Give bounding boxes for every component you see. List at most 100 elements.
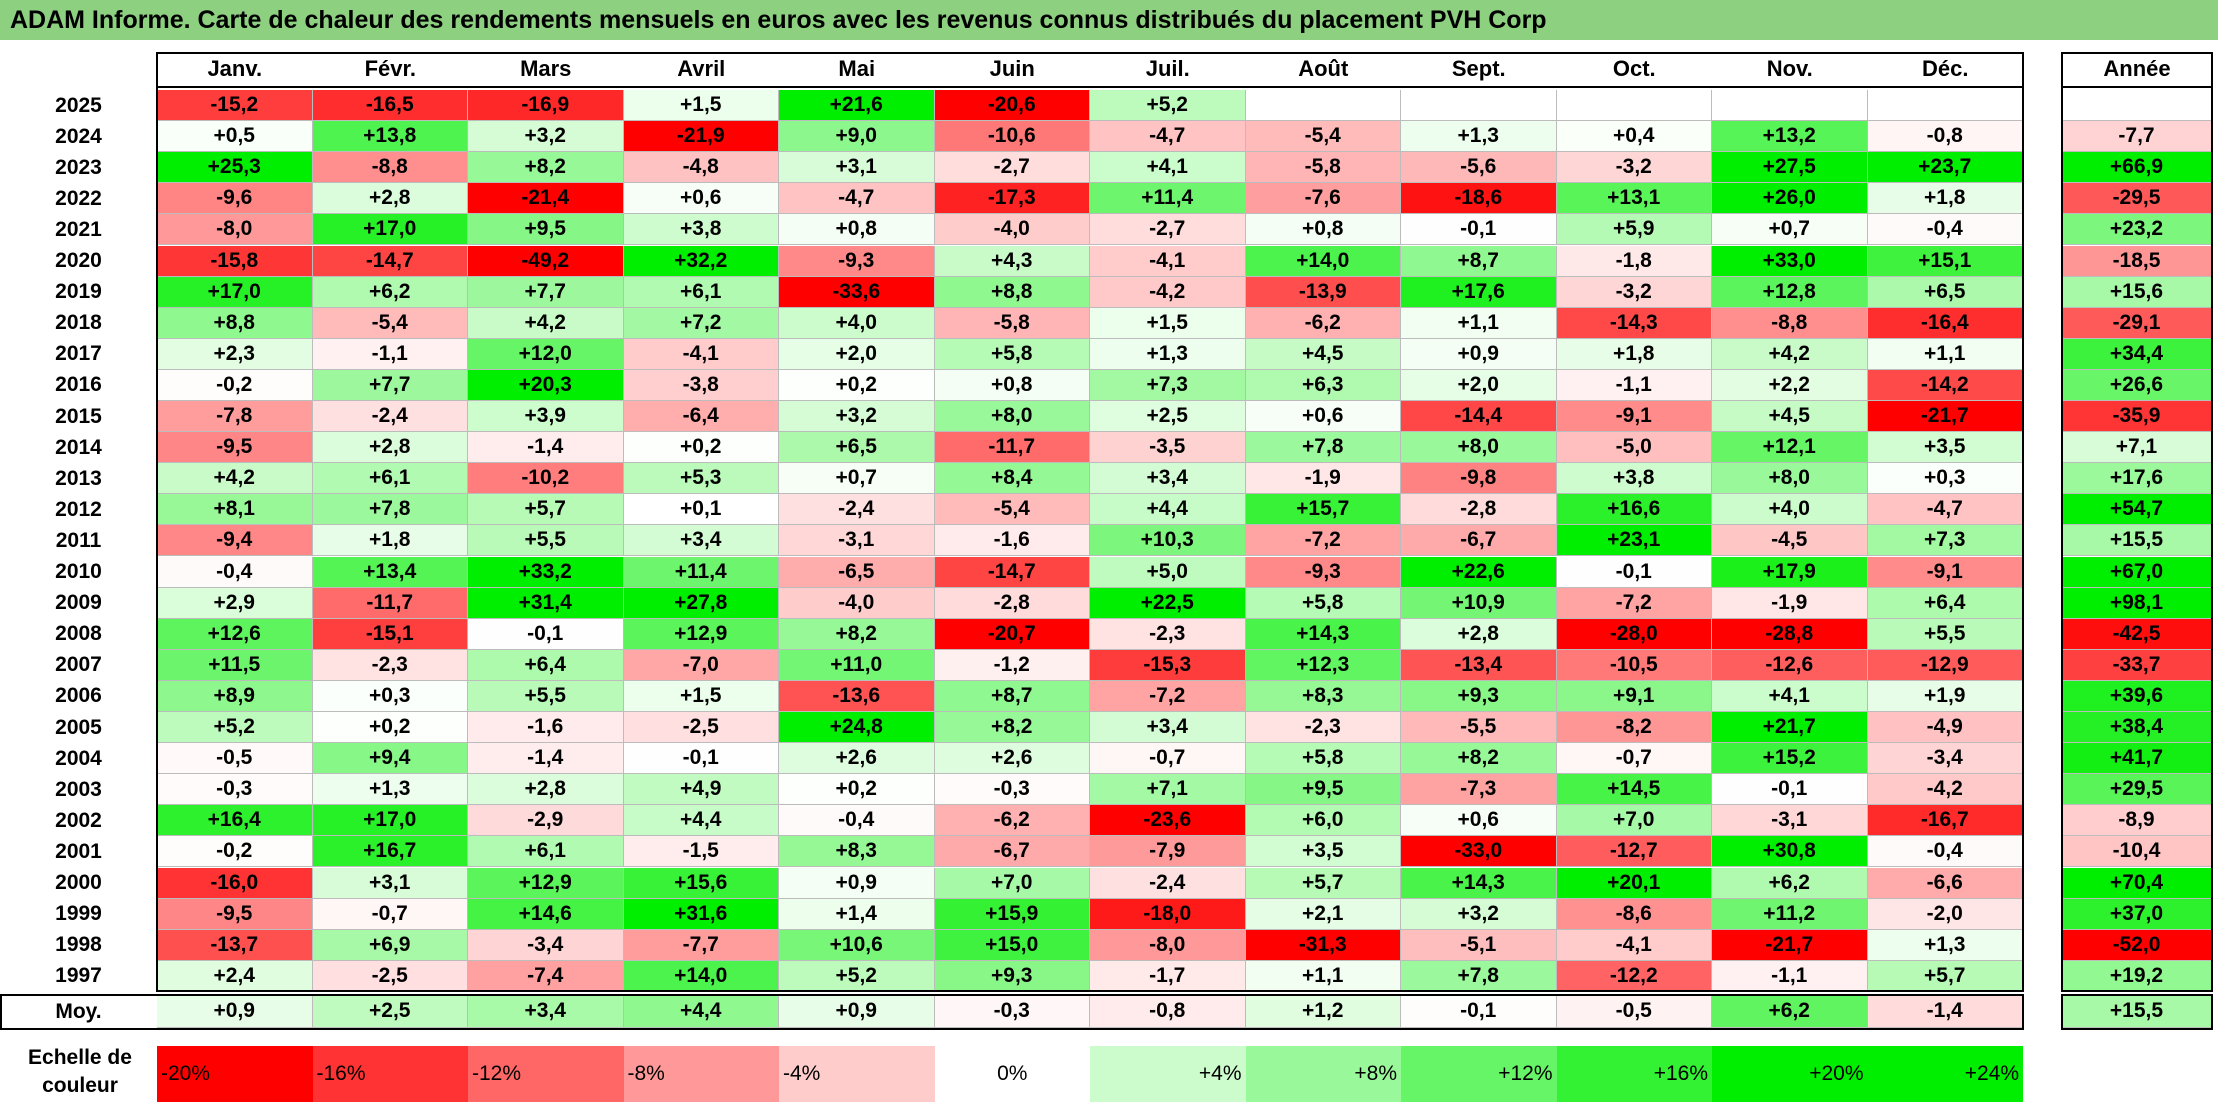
heatmap-cell: +7,8 bbox=[312, 494, 468, 526]
heatmap-cell: -2,4 bbox=[1090, 867, 1246, 899]
heatmap-cell: +8,0 bbox=[1401, 432, 1557, 464]
heatmap-cell: -15,8 bbox=[157, 245, 313, 277]
heatmap-cell: +6,2 bbox=[312, 276, 468, 308]
heatmap-cell: -0,1 bbox=[468, 618, 624, 650]
year-label: 2012 bbox=[55, 497, 102, 521]
heatmap-cell: +2,8 bbox=[1401, 618, 1557, 650]
heatmap-cell: +4,0 bbox=[1712, 494, 1868, 526]
heatmap-cell: +16,6 bbox=[1556, 494, 1712, 526]
color-scale-swatch: +24% bbox=[1867, 1046, 2023, 1102]
heatmap-cell: -6,7 bbox=[1401, 525, 1557, 557]
heatmap-cell: +15,0 bbox=[934, 929, 1090, 961]
heatmap-cell: -7,2 bbox=[1556, 587, 1712, 619]
heatmap-cell: +1,8 bbox=[1867, 183, 2023, 215]
heatmap-cell: -15,2 bbox=[157, 90, 313, 122]
heatmap-cell: +23,7 bbox=[1867, 152, 2023, 184]
heatmap-cell: -8,0 bbox=[1090, 929, 1246, 961]
heatmap-cell: +0,1 bbox=[623, 494, 779, 526]
heatmap-cell: +2,1 bbox=[1245, 898, 1401, 930]
heatmap-cell: -3,1 bbox=[1712, 805, 1868, 837]
average-cell: +0,9 bbox=[779, 995, 935, 1028]
annual-cell: +15,6 bbox=[2062, 276, 2212, 308]
heatmap-cell: +0,8 bbox=[934, 369, 1090, 401]
heatmap-cell: +14,3 bbox=[1245, 618, 1401, 650]
heatmap-cell: -14,2 bbox=[1867, 369, 2023, 401]
month-header: Avril bbox=[623, 52, 779, 88]
heatmap-cell: +5,8 bbox=[1245, 743, 1401, 775]
heatmap-cell: +21,7 bbox=[1712, 712, 1868, 744]
heatmap-cell: +8,0 bbox=[934, 401, 1090, 433]
heatmap-cell: -0,1 bbox=[623, 743, 779, 775]
heatmap-cell: -0,2 bbox=[157, 836, 313, 868]
heatmap-cell: +30,8 bbox=[1712, 836, 1868, 868]
heatmap-cell: -2,3 bbox=[1090, 618, 1246, 650]
heatmap-cell: -9,1 bbox=[1556, 401, 1712, 433]
heatmap-cell: -18,0 bbox=[1090, 898, 1246, 930]
heatmap-cell: -49,2 bbox=[468, 245, 624, 277]
heatmap-cell: -4,1 bbox=[1090, 245, 1246, 277]
color-scale-swatch: +12% bbox=[1401, 1046, 1557, 1102]
heatmap-cell: +8,3 bbox=[779, 836, 935, 868]
heatmap-cell: +17,6 bbox=[1401, 276, 1557, 308]
heatmap-cell: -7,0 bbox=[623, 649, 779, 681]
heatmap-cell: +8,4 bbox=[934, 463, 1090, 495]
heatmap-cell: +9,1 bbox=[1556, 680, 1712, 712]
heatmap-cell bbox=[1245, 90, 1401, 122]
color-scale-label-line1: Echelle de bbox=[28, 1046, 132, 1069]
heatmap-cell: +4,2 bbox=[1712, 338, 1868, 370]
heatmap-cell: -4,0 bbox=[779, 587, 935, 619]
heatmap-cell: +0,8 bbox=[1245, 214, 1401, 246]
heatmap-cell: -13,7 bbox=[157, 929, 313, 961]
heatmap-cell: -28,8 bbox=[1712, 618, 1868, 650]
year-label: 2025 bbox=[55, 93, 102, 117]
heatmap-cell: +11,4 bbox=[1090, 183, 1246, 215]
heatmap-cell: +12,0 bbox=[468, 338, 624, 370]
heatmap-cell: +6,4 bbox=[1867, 587, 2023, 619]
annual-cell: +15,5 bbox=[2062, 525, 2212, 557]
annual-cell bbox=[2062, 90, 2212, 122]
year-label: 2017 bbox=[55, 342, 102, 366]
heatmap-cell: +0,7 bbox=[779, 463, 935, 495]
heatmap-cell: +10,3 bbox=[1090, 525, 1246, 557]
year-label: 2019 bbox=[55, 280, 102, 304]
heatmap-cell: -7,6 bbox=[1245, 183, 1401, 215]
heatmap-cell: +3,4 bbox=[623, 525, 779, 557]
heatmap-cell: +5,8 bbox=[1245, 587, 1401, 619]
heatmap-cell: +11,0 bbox=[779, 649, 935, 681]
heatmap-cell: -4,2 bbox=[1090, 276, 1246, 308]
heatmap-cell: +14,0 bbox=[1245, 245, 1401, 277]
heatmap-cell: +13,2 bbox=[1712, 121, 1868, 153]
color-scale-swatch: -20% bbox=[157, 1046, 313, 1102]
heatmap-cell: +15,9 bbox=[934, 898, 1090, 930]
heatmap-cell: +3,1 bbox=[312, 867, 468, 899]
heatmap-cell: +1,3 bbox=[1090, 338, 1246, 370]
heatmap-cell: +4,2 bbox=[157, 463, 313, 495]
heatmap-cell: -1,5 bbox=[623, 836, 779, 868]
year-label: 2023 bbox=[55, 155, 102, 179]
heatmap-cell: +4,5 bbox=[1245, 338, 1401, 370]
annual-cell: +38,4 bbox=[2062, 712, 2212, 744]
heatmap-cell: -16,5 bbox=[312, 90, 468, 122]
heatmap-cell: -9,1 bbox=[1867, 556, 2023, 588]
annual-average-border bbox=[2061, 993, 2213, 1030]
heatmap-cell: +4,4 bbox=[623, 805, 779, 837]
heatmap-cell: +8,9 bbox=[157, 680, 313, 712]
heatmap-cell: -2,3 bbox=[1245, 712, 1401, 744]
heatmap-cell: -1,8 bbox=[1556, 245, 1712, 277]
heatmap-cell: -28,0 bbox=[1556, 618, 1712, 650]
heatmap-cell: -7,2 bbox=[1245, 525, 1401, 557]
heatmap-cell: +0,2 bbox=[312, 712, 468, 744]
average-cell: +0,9 bbox=[157, 995, 313, 1028]
average-cell: -1,4 bbox=[1867, 995, 2023, 1028]
heatmap-cell: +0,6 bbox=[623, 183, 779, 215]
heatmap-cell: -1,6 bbox=[468, 712, 624, 744]
annual-cell: +54,7 bbox=[2062, 494, 2212, 526]
annual-header: Année bbox=[2062, 52, 2212, 88]
heatmap-cell: +0,2 bbox=[623, 432, 779, 464]
heatmap-cell: -11,7 bbox=[312, 587, 468, 619]
heatmap-cell: -2,4 bbox=[312, 401, 468, 433]
heatmap-cell: +2,6 bbox=[934, 743, 1090, 775]
heatmap-cell: +5,5 bbox=[1867, 618, 2023, 650]
color-scale-swatch: -12% bbox=[468, 1046, 624, 1102]
